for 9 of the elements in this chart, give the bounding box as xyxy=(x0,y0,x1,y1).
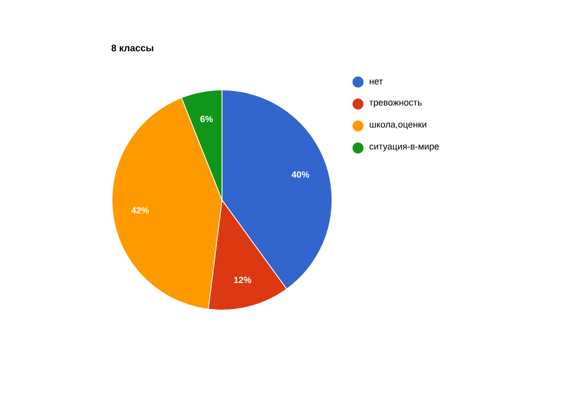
legend-label: ситуация-в-мире xyxy=(370,144,439,152)
legend-label: школа,оценки xyxy=(370,122,426,130)
data-label: 42% xyxy=(131,207,149,214)
data-label: 40% xyxy=(292,171,310,178)
chart-title: 8 классы xyxy=(112,44,154,52)
legend-label: нет xyxy=(370,80,383,84)
data-label: 6% xyxy=(200,116,213,122)
legend-label: тревожность xyxy=(369,100,422,108)
data-label: 12% xyxy=(234,276,252,284)
